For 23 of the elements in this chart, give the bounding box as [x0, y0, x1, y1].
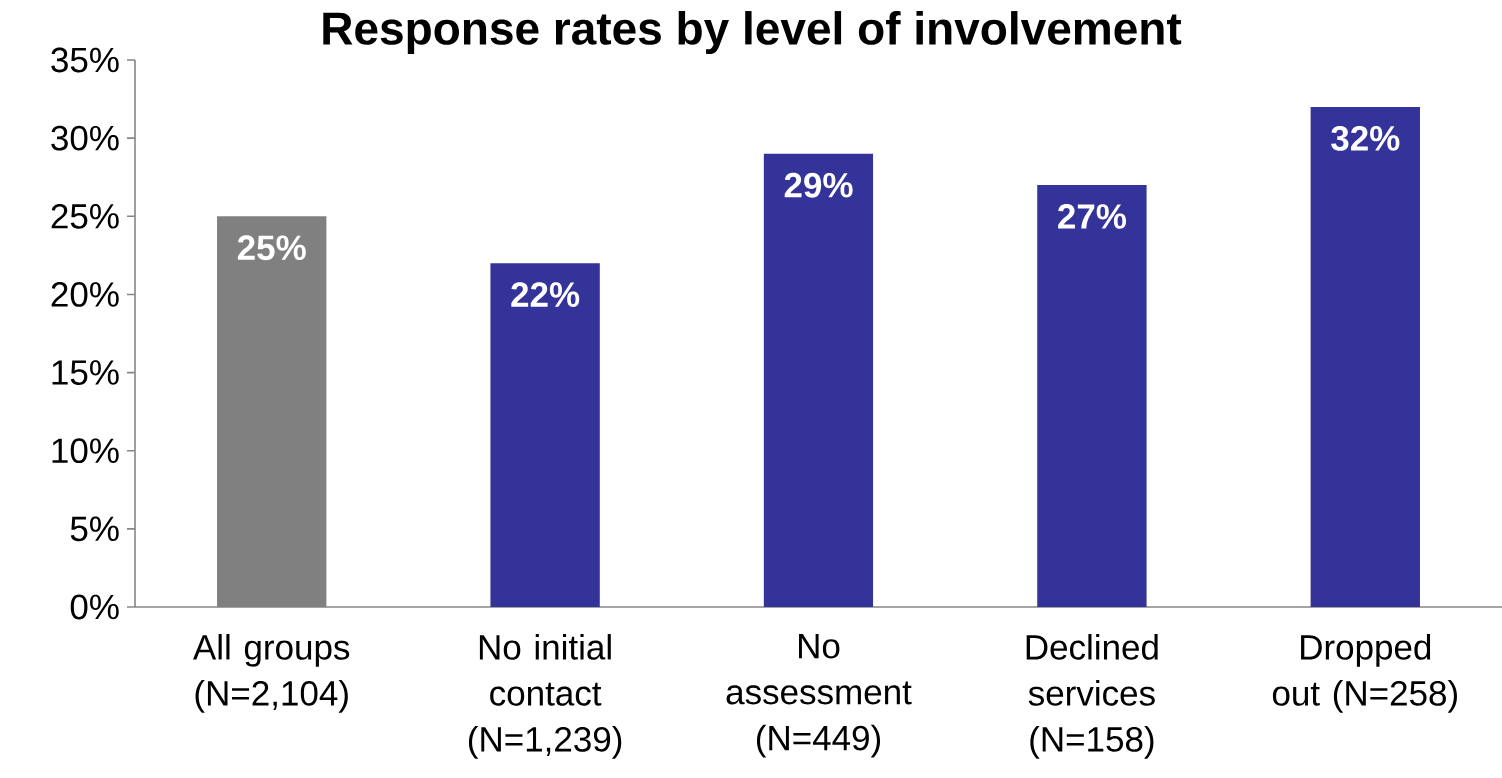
y-tick-label: 30% — [51, 125, 119, 151]
y-tick-label: 25% — [51, 203, 119, 229]
data-label: 22% — [511, 282, 580, 307]
chart-title: Response rates by level of involvement — [323, 11, 1182, 54]
bar — [1037, 185, 1147, 607]
y-tick-label: 20% — [51, 282, 119, 307]
x-tick-label: All groups (N=2,104) — [192, 634, 350, 713]
y-tick-label: 0% — [70, 594, 119, 620]
bar — [1310, 106, 1420, 607]
data-label: 29% — [784, 172, 853, 198]
x-tick-label: Dropped out (N=258) — [1272, 634, 1457, 713]
data-label: 32% — [1331, 125, 1400, 151]
x-tick-label: No initial contact (N=1,239) — [468, 634, 622, 759]
x-tick-label: No assessment (N=449) — [726, 634, 912, 758]
y-tick-label: 15% — [52, 360, 119, 385]
bar — [763, 153, 874, 607]
data-label: 25% — [237, 235, 306, 261]
data-label: 27% — [1058, 204, 1127, 229]
y-tick-label: 5% — [70, 516, 119, 542]
bar — [490, 263, 600, 607]
y-tick-label: 35% — [51, 47, 119, 73]
y-tick-label: 10% — [52, 438, 119, 464]
x-tick-label: Declined services (N=158) — [1026, 634, 1158, 759]
